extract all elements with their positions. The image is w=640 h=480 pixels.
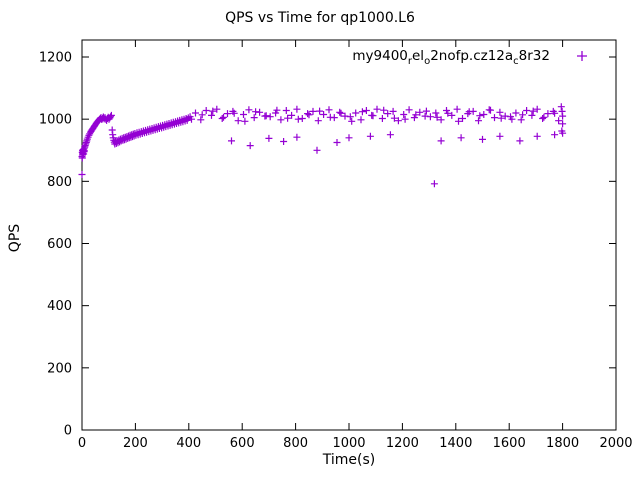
axis-tick-labels: 0 200 400 600 800 1000 1200 1400 1600 1800 2000 0 20…	[39, 51, 633, 452]
axis-ticks	[81, 40, 617, 431]
y-tick-label: 800	[47, 175, 72, 190]
plot-border	[81, 39, 617, 431]
legend-plus-marker-icon	[577, 51, 587, 61]
y-tick-label: 0	[64, 424, 72, 439]
x-tick-label: 1800	[546, 436, 579, 451]
x-tick-label: 1200	[386, 436, 419, 451]
x-tick-label: 400	[176, 436, 201, 451]
y-tick-label: 600	[47, 237, 72, 252]
y-tick-label: 400	[47, 299, 72, 314]
x-tick-label: 1600	[493, 436, 526, 451]
x-tick-label: 1000	[332, 436, 365, 451]
x-tick-label: 600	[230, 436, 255, 451]
x-tick-label: 0	[78, 436, 86, 451]
legend: my9400relo2nofp.cz12ac8r32	[352, 48, 588, 67]
chart-title: QPS vs Time for qp1000.L6	[225, 10, 415, 26]
y-tick-label: 1000	[39, 113, 72, 128]
y-tick-label: 1200	[39, 51, 72, 66]
x-axis-label: Time(s)	[322, 452, 376, 468]
legend-label: my9400relo2nofp.cz12ac8r32	[352, 48, 550, 67]
data-points-series	[78, 103, 567, 188]
x-tick-label: 800	[283, 436, 308, 451]
x-tick-label: 200	[123, 436, 148, 451]
x-tick-label: 2000	[599, 436, 632, 451]
x-tick-label: 1400	[439, 436, 472, 451]
y-tick-label: 200	[47, 361, 72, 376]
